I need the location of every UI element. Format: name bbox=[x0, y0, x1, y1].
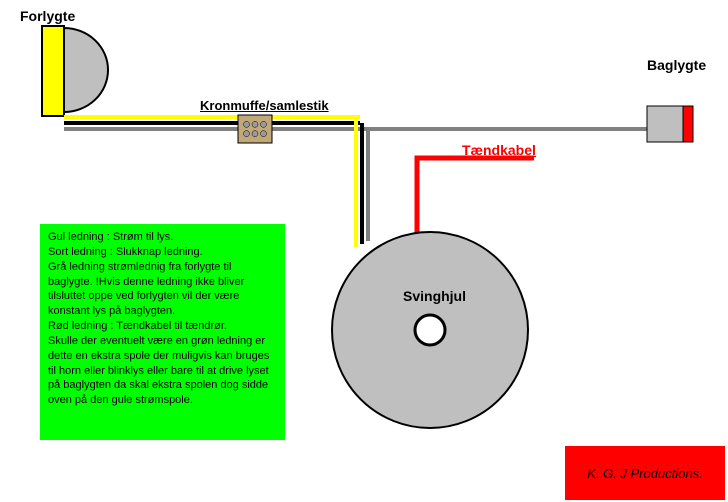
taendkabel-wire bbox=[417, 158, 534, 234]
forlygte-label: Forlygte bbox=[20, 8, 75, 24]
baglygte-label: Baglygte bbox=[647, 57, 706, 73]
svinghjul-symbol bbox=[332, 232, 528, 428]
kronmuffe-label: Kronmuffe/samlestik bbox=[200, 98, 329, 113]
kronmuffe-connector bbox=[238, 115, 272, 143]
legend-text: Gul ledning : Strøm til lys. Sort lednin… bbox=[48, 231, 272, 406]
forlygte-symbol bbox=[42, 26, 108, 116]
svinghjul-label: Svinghjul bbox=[403, 288, 466, 304]
credit-box: K. G. J Productions. bbox=[565, 446, 725, 500]
legend-info-box: Gul ledning : Strøm til lys. Sort lednin… bbox=[40, 224, 285, 440]
baglygte-symbol bbox=[647, 106, 693, 142]
credit-text: K. G. J Productions. bbox=[587, 466, 703, 481]
taendkabel-label: Tændkabel bbox=[462, 142, 536, 158]
